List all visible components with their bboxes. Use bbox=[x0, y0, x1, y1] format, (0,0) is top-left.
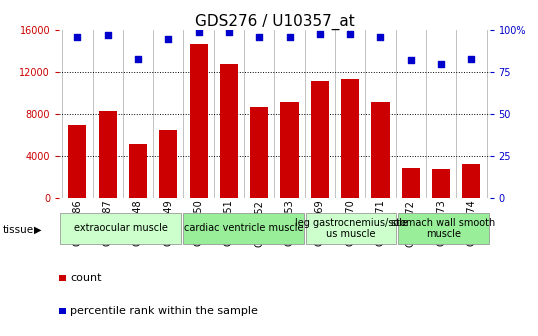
Point bbox=[346, 31, 355, 36]
Point bbox=[164, 36, 173, 41]
Text: percentile rank within the sample: percentile rank within the sample bbox=[70, 306, 258, 316]
Point bbox=[376, 34, 385, 40]
Text: leg gastrocnemius/sole
us muscle: leg gastrocnemius/sole us muscle bbox=[295, 218, 408, 239]
Point bbox=[133, 56, 142, 61]
Bar bbox=[129, 144, 147, 198]
Title: GDS276 / U10357_at: GDS276 / U10357_at bbox=[195, 14, 354, 30]
FancyBboxPatch shape bbox=[398, 213, 489, 244]
Point bbox=[103, 33, 112, 38]
Text: tissue: tissue bbox=[3, 225, 34, 235]
Bar bbox=[311, 81, 329, 198]
Bar bbox=[189, 44, 208, 198]
Bar bbox=[220, 64, 238, 198]
Bar bbox=[98, 111, 117, 198]
Point bbox=[285, 34, 294, 40]
Point bbox=[316, 31, 324, 36]
Bar bbox=[250, 107, 268, 198]
Bar bbox=[280, 101, 299, 198]
Text: ▶: ▶ bbox=[34, 225, 41, 235]
Text: extraocular muscle: extraocular muscle bbox=[74, 223, 168, 234]
Point bbox=[194, 29, 203, 35]
FancyBboxPatch shape bbox=[306, 213, 397, 244]
Point bbox=[407, 58, 415, 63]
FancyBboxPatch shape bbox=[60, 213, 181, 244]
Bar bbox=[462, 164, 480, 198]
FancyBboxPatch shape bbox=[183, 213, 304, 244]
Text: count: count bbox=[70, 272, 102, 283]
Text: cardiac ventricle muscle: cardiac ventricle muscle bbox=[184, 223, 303, 234]
Text: stomach wall smooth
muscle: stomach wall smooth muscle bbox=[391, 218, 495, 239]
Point bbox=[73, 34, 82, 40]
Point bbox=[437, 61, 445, 67]
Bar bbox=[68, 125, 87, 198]
Bar bbox=[371, 101, 390, 198]
Bar bbox=[432, 169, 450, 198]
Bar bbox=[159, 130, 178, 198]
Point bbox=[255, 34, 264, 40]
Bar bbox=[402, 168, 420, 198]
Point bbox=[224, 29, 233, 35]
Bar bbox=[341, 79, 359, 198]
Point bbox=[467, 56, 476, 61]
